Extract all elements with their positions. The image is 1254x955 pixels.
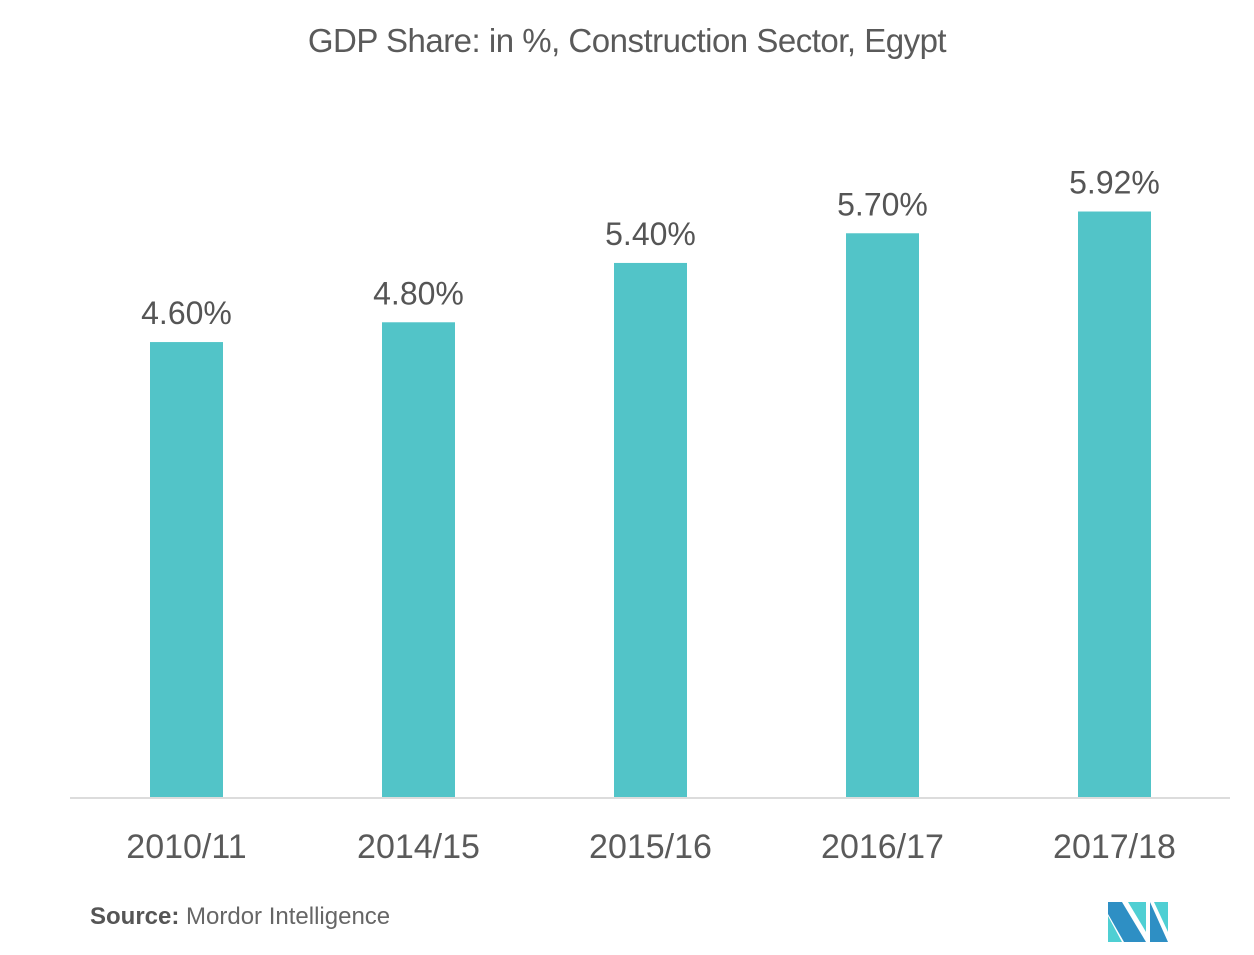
mordor-intelligence-logo-icon [1108,902,1168,942]
data-label: 5.92% [1069,165,1160,201]
x-tick-label: 2014/15 [357,828,480,866]
data-label: 4.80% [373,275,464,311]
bar-2010-11 [150,342,223,797]
x-tick-label: 2010/11 [126,828,246,866]
logo-shape-left-dark [1108,902,1146,942]
chart-title: GDP Share: in %, Construction Sector, Eg… [307,22,947,59]
category-labels-group: 2010/11 2014/15 2015/16 2016/17 2017/18 [126,828,1176,866]
bar-2017-18 [1078,211,1151,798]
x-tick-label: 2016/17 [821,828,944,866]
source-text: Mordor Intelligence [186,903,391,930]
logo-shape-mid-light [1128,902,1146,932]
source-note: Source: Mordor Intelligence [90,903,390,931]
data-label: 5.70% [837,186,928,222]
bars-group [150,211,1151,798]
logo-shape-left-light [1108,916,1122,942]
value-labels-group: 4.60% 4.80% 5.40% 5.70% 5.92% [141,165,1160,332]
bar-2016-17 [846,233,919,797]
data-label: 4.60% [141,295,232,331]
x-tick-label: 2015/16 [589,828,712,866]
source-label: Source: [90,903,180,930]
bar-chart: 4.60% 4.80% 5.40% 5.70% 5.92% 2010/11 2014/15… [70,165,1230,866]
bar-2014-15 [382,322,455,797]
bar-2015-16 [614,262,687,797]
logo-shape-right-light [1154,902,1168,932]
x-tick-label: 2017/18 [1053,828,1176,866]
data-label: 5.40% [605,216,696,252]
logo-shape-right-dark [1150,902,1168,942]
